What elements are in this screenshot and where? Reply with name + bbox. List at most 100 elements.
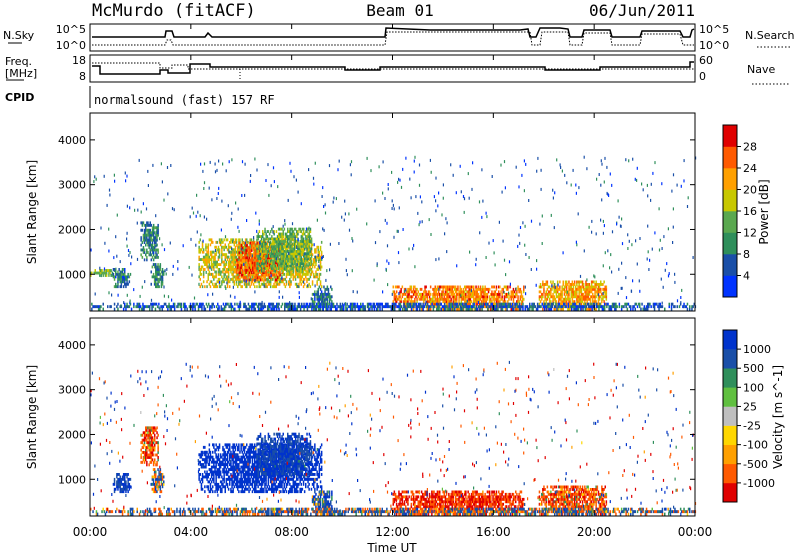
- data-cell: [474, 292, 476, 296]
- data-cell: [150, 246, 153, 249]
- data-cell: [325, 295, 327, 299]
- data-cell: [251, 305, 253, 309]
- data-cell: [216, 285, 218, 289]
- data-cell: [291, 267, 293, 270]
- data-cell: [326, 292, 329, 296]
- data-cell: [289, 235, 291, 238]
- data-cell: [364, 305, 366, 309]
- data-cell: [136, 305, 138, 309]
- data-cell: [244, 302, 246, 306]
- data-cell: [504, 307, 507, 311]
- data-cell: [274, 247, 276, 251]
- data-cell: [419, 297, 422, 301]
- data-cell: [122, 272, 125, 276]
- data-cell: [318, 275, 321, 279]
- data-cell: [226, 270, 229, 274]
- data-cell: [686, 302, 689, 306]
- data-cell: [217, 258, 220, 261]
- data-cell: [294, 257, 297, 261]
- data-cell: [293, 240, 296, 243]
- data-cell: [231, 277, 233, 281]
- data-cell: [271, 237, 273, 241]
- data-cell: [281, 264, 283, 268]
- data-cell: [308, 268, 310, 271]
- noise-search-trace: [92, 31, 694, 46]
- data-cell: [512, 287, 515, 291]
- data-cell: [235, 250, 238, 254]
- data-cell: [241, 261, 244, 265]
- data-cell: [449, 300, 451, 304]
- data-cell: [227, 245, 230, 249]
- data-cell: [201, 243, 204, 247]
- data-cell: [270, 230, 272, 233]
- data-cell: [209, 258, 212, 261]
- data-cell: [251, 261, 253, 265]
- data-cell: [277, 275, 280, 279]
- data-cell: [417, 295, 419, 299]
- data-cell: [516, 302, 518, 306]
- data-cell: [140, 243, 142, 247]
- data-cell: [140, 228, 142, 232]
- data-cell: [470, 292, 473, 296]
- data-cell: [254, 246, 256, 250]
- data-cell: [407, 302, 410, 306]
- data-cell: [416, 307, 419, 311]
- data-cell: [151, 251, 154, 254]
- data-cell: [516, 307, 518, 311]
- data-cell: [200, 305, 202, 309]
- scatter-echoes: [90, 155, 697, 311]
- data-cell: [496, 305, 498, 309]
- data-cell: [252, 261, 254, 265]
- data-cell: [206, 260, 208, 264]
- data-cell: [468, 300, 470, 304]
- data-cell: [584, 287, 586, 291]
- data-cell: [126, 277, 128, 281]
- data-cell: [213, 265, 215, 269]
- data-cell: [539, 290, 542, 294]
- data-cell: [556, 287, 559, 291]
- data-cell: [268, 305, 270, 309]
- data-cell: [260, 242, 263, 246]
- data-cell: [313, 307, 315, 311]
- data-cell: [222, 260, 224, 264]
- data-cell: [264, 244, 266, 248]
- data-cell: [299, 242, 301, 246]
- data-cell: [214, 253, 216, 257]
- data-cell: [291, 232, 293, 236]
- data-cell: [151, 233, 154, 237]
- data-cell: [495, 287, 498, 291]
- data-cell: [587, 285, 589, 289]
- data-cell: [223, 268, 225, 271]
- data-cell: [254, 268, 256, 272]
- data-cell: [230, 305, 233, 309]
- data-cell: [519, 307, 522, 311]
- data-cell: [227, 263, 230, 266]
- echo-point: [397, 251, 400, 255]
- data-cell: [316, 255, 318, 259]
- data-cell: [299, 264, 301, 268]
- echo-point: [321, 256, 323, 259]
- data-cell: [276, 257, 279, 261]
- echo-point: [127, 249, 130, 252]
- data-cell: [510, 295, 512, 299]
- data-cell: [272, 270, 274, 274]
- data-cell: [586, 307, 588, 311]
- echo-point: [160, 162, 162, 166]
- noise-panel: N.Sky 10^5 10^0 10^5 10^0 N.Search: [3, 23, 795, 52]
- data-cell: [283, 253, 285, 257]
- data-cell: [233, 255, 236, 259]
- data-cell: [282, 267, 284, 270]
- data-cell: [454, 285, 457, 289]
- data-cell: [222, 240, 224, 244]
- data-cell: [406, 300, 408, 304]
- data-cell: [306, 235, 308, 238]
- data-cell: [282, 252, 284, 256]
- data-cell: [316, 280, 318, 284]
- data-cell: [558, 295, 560, 299]
- data-cell: [226, 238, 229, 242]
- data-cell: [250, 265, 253, 269]
- data-cell: [151, 302, 153, 306]
- data-cell: [441, 295, 443, 299]
- data-cell: [512, 297, 515, 301]
- data-cell: [454, 302, 456, 306]
